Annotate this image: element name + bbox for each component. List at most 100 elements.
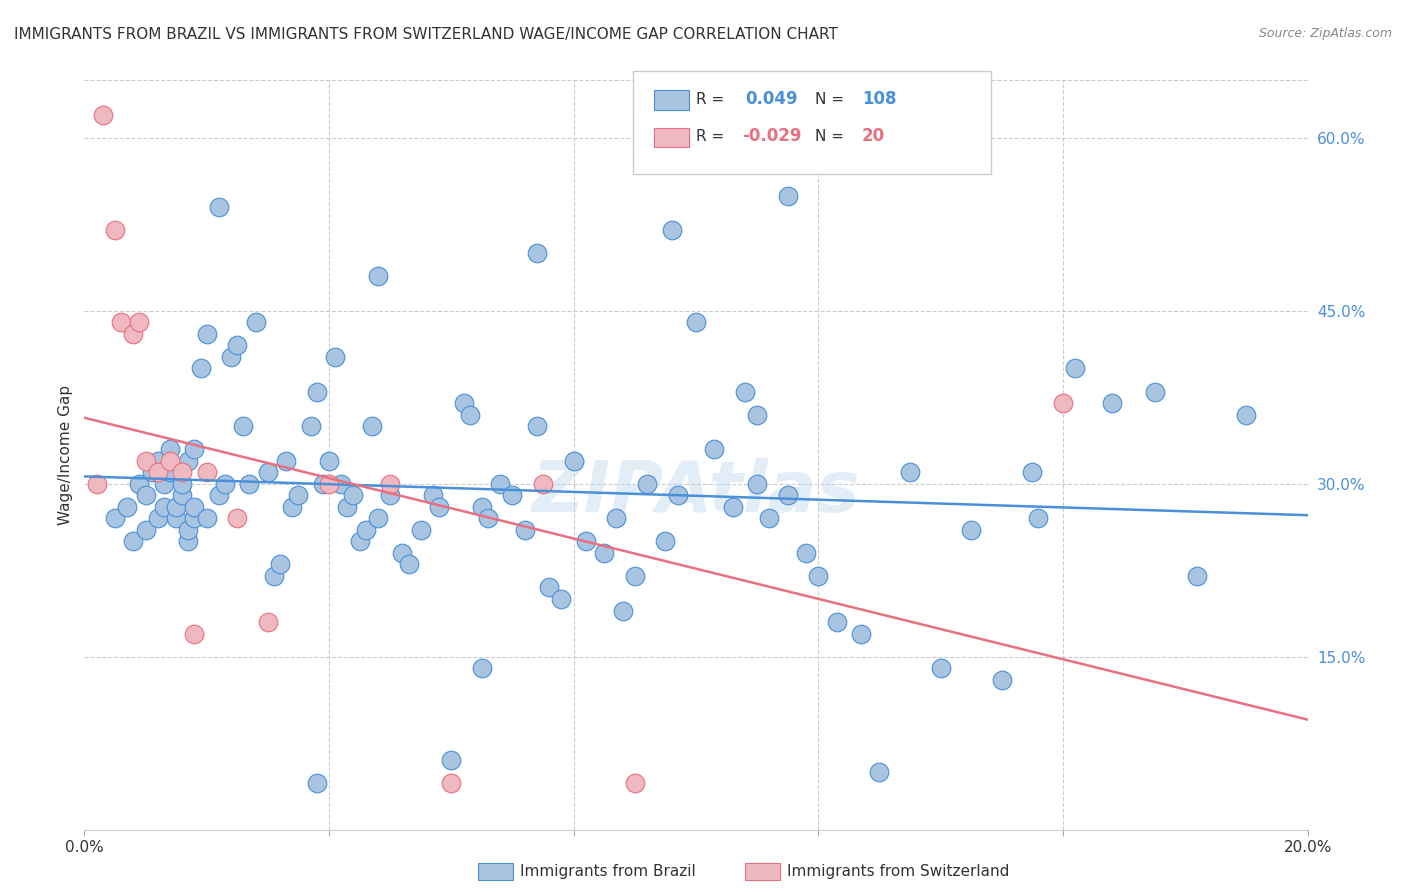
Text: Source: ZipAtlas.com: Source: ZipAtlas.com xyxy=(1258,27,1392,40)
Point xyxy=(422,488,444,502)
Point xyxy=(86,476,108,491)
Point xyxy=(380,488,402,502)
Point xyxy=(1187,569,1209,583)
Point xyxy=(104,511,127,525)
Point xyxy=(471,661,494,675)
Point xyxy=(312,476,335,491)
Point xyxy=(208,488,231,502)
Point xyxy=(453,396,475,410)
Point xyxy=(513,523,536,537)
Point xyxy=(318,453,340,467)
Point xyxy=(122,534,145,549)
Point xyxy=(177,453,200,467)
Point xyxy=(624,776,647,790)
Point xyxy=(427,500,450,514)
Point xyxy=(409,523,432,537)
Point xyxy=(605,511,627,525)
Text: R =: R = xyxy=(696,92,724,106)
Point xyxy=(257,465,280,479)
Point xyxy=(159,465,181,479)
Point xyxy=(183,511,205,525)
Point xyxy=(195,465,218,479)
Point xyxy=(721,500,744,514)
Point xyxy=(135,488,157,502)
Point xyxy=(398,558,420,572)
Point xyxy=(776,488,799,502)
Point xyxy=(562,453,585,467)
Text: Immigrants from Switzerland: Immigrants from Switzerland xyxy=(787,864,1010,879)
Point xyxy=(458,408,481,422)
Point xyxy=(141,465,163,479)
Point xyxy=(367,269,389,284)
Point xyxy=(747,476,769,491)
Point xyxy=(747,408,769,422)
Point xyxy=(898,465,921,479)
Text: Immigrants from Brazil: Immigrants from Brazil xyxy=(520,864,696,879)
Point xyxy=(257,615,280,629)
Text: R =: R = xyxy=(696,129,724,144)
Point xyxy=(1101,396,1123,410)
Point xyxy=(1052,396,1074,410)
Point xyxy=(190,361,212,376)
Point xyxy=(135,523,157,537)
Point xyxy=(318,476,340,491)
Point xyxy=(538,581,561,595)
Text: -0.029: -0.029 xyxy=(742,128,801,145)
Point xyxy=(165,511,187,525)
Point xyxy=(380,476,402,491)
Point xyxy=(825,615,848,629)
Point xyxy=(183,442,205,457)
Point xyxy=(440,776,463,790)
Point xyxy=(172,488,194,502)
Point xyxy=(146,465,169,479)
Point xyxy=(391,546,413,560)
Point xyxy=(991,673,1014,687)
Point xyxy=(1236,408,1258,422)
Point xyxy=(153,476,176,491)
Point xyxy=(263,569,285,583)
Point xyxy=(177,534,200,549)
Point xyxy=(502,488,524,502)
Point xyxy=(342,488,364,502)
Point xyxy=(636,476,658,491)
Point xyxy=(666,488,689,502)
Point xyxy=(146,453,169,467)
Text: 20: 20 xyxy=(862,128,884,145)
Point xyxy=(172,465,194,479)
Point xyxy=(183,626,205,640)
Point xyxy=(219,350,242,364)
Point xyxy=(159,442,181,457)
Text: N =: N = xyxy=(815,92,845,106)
Point xyxy=(849,626,872,640)
Point xyxy=(165,500,187,514)
Point xyxy=(330,476,353,491)
Point xyxy=(214,476,236,491)
Point xyxy=(1143,384,1166,399)
Point xyxy=(1021,465,1043,479)
Text: IMMIGRANTS FROM BRAZIL VS IMMIGRANTS FROM SWITZERLAND WAGE/INCOME GAP CORRELATIO: IMMIGRANTS FROM BRAZIL VS IMMIGRANTS FRO… xyxy=(14,27,838,42)
Point xyxy=(593,546,616,560)
Point xyxy=(776,188,799,202)
Point xyxy=(531,476,554,491)
Point xyxy=(122,326,145,341)
Point xyxy=(336,500,359,514)
Y-axis label: Wage/Income Gap: Wage/Income Gap xyxy=(58,384,73,525)
Point xyxy=(477,511,499,525)
Point xyxy=(612,603,634,617)
Point xyxy=(276,453,298,467)
Point xyxy=(91,108,114,122)
Text: ZIPAtlas: ZIPAtlas xyxy=(531,458,860,527)
Point xyxy=(869,764,891,779)
Point xyxy=(624,569,647,583)
Point xyxy=(526,246,548,260)
Point xyxy=(135,453,157,467)
Point xyxy=(367,511,389,525)
Point xyxy=(360,419,382,434)
Point xyxy=(226,338,249,352)
Point xyxy=(299,419,322,434)
Point xyxy=(661,223,683,237)
Point xyxy=(287,488,309,502)
Point xyxy=(305,776,328,790)
Point xyxy=(654,534,676,549)
Point xyxy=(146,511,169,525)
